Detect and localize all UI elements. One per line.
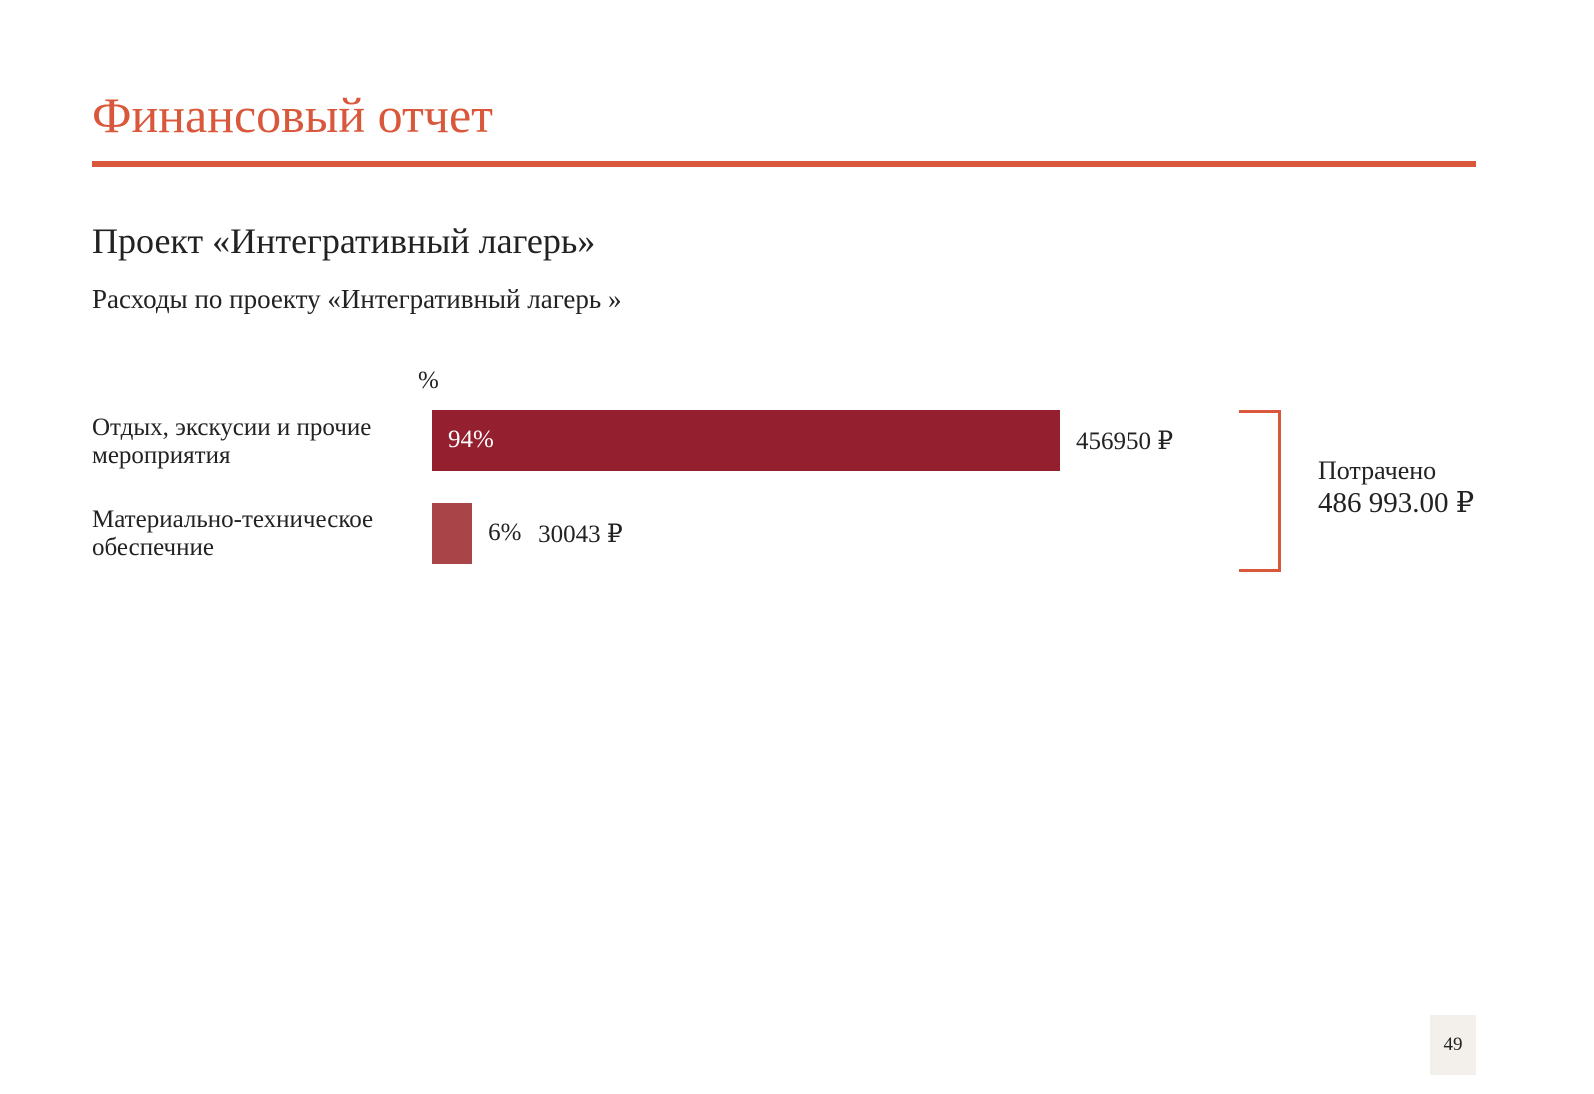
bar-amount-label: 456950 ₽	[1076, 428, 1174, 455]
title-divider	[92, 161, 1476, 167]
bar-amount-label: 30043 ₽	[538, 521, 623, 548]
spent-value: 486 993.00 ₽	[1318, 487, 1475, 519]
total-bracket	[1239, 410, 1281, 572]
category-label: Отдых, экскусии и прочие мероприятия	[92, 414, 372, 469]
page-number-text: 49	[1443, 1034, 1463, 1055]
bar	[432, 410, 1060, 471]
bar-percent-label: 94%	[448, 426, 494, 453]
section-subtitle: Проект «Интегративный лагерь»	[92, 221, 596, 261]
spent-label: Потрачено	[1318, 456, 1437, 485]
bar-percent-label: 6%	[488, 519, 522, 546]
bar	[432, 503, 473, 564]
chart-unit-label: %	[418, 367, 439, 394]
page-number: 49	[1430, 1015, 1476, 1075]
category-label: Материально-техническое обеспечние	[92, 506, 374, 561]
chart-caption: Расходы по проекту «Интегративный лагерь…	[92, 284, 622, 314]
page-title: Финансовый отчет	[92, 87, 494, 143]
